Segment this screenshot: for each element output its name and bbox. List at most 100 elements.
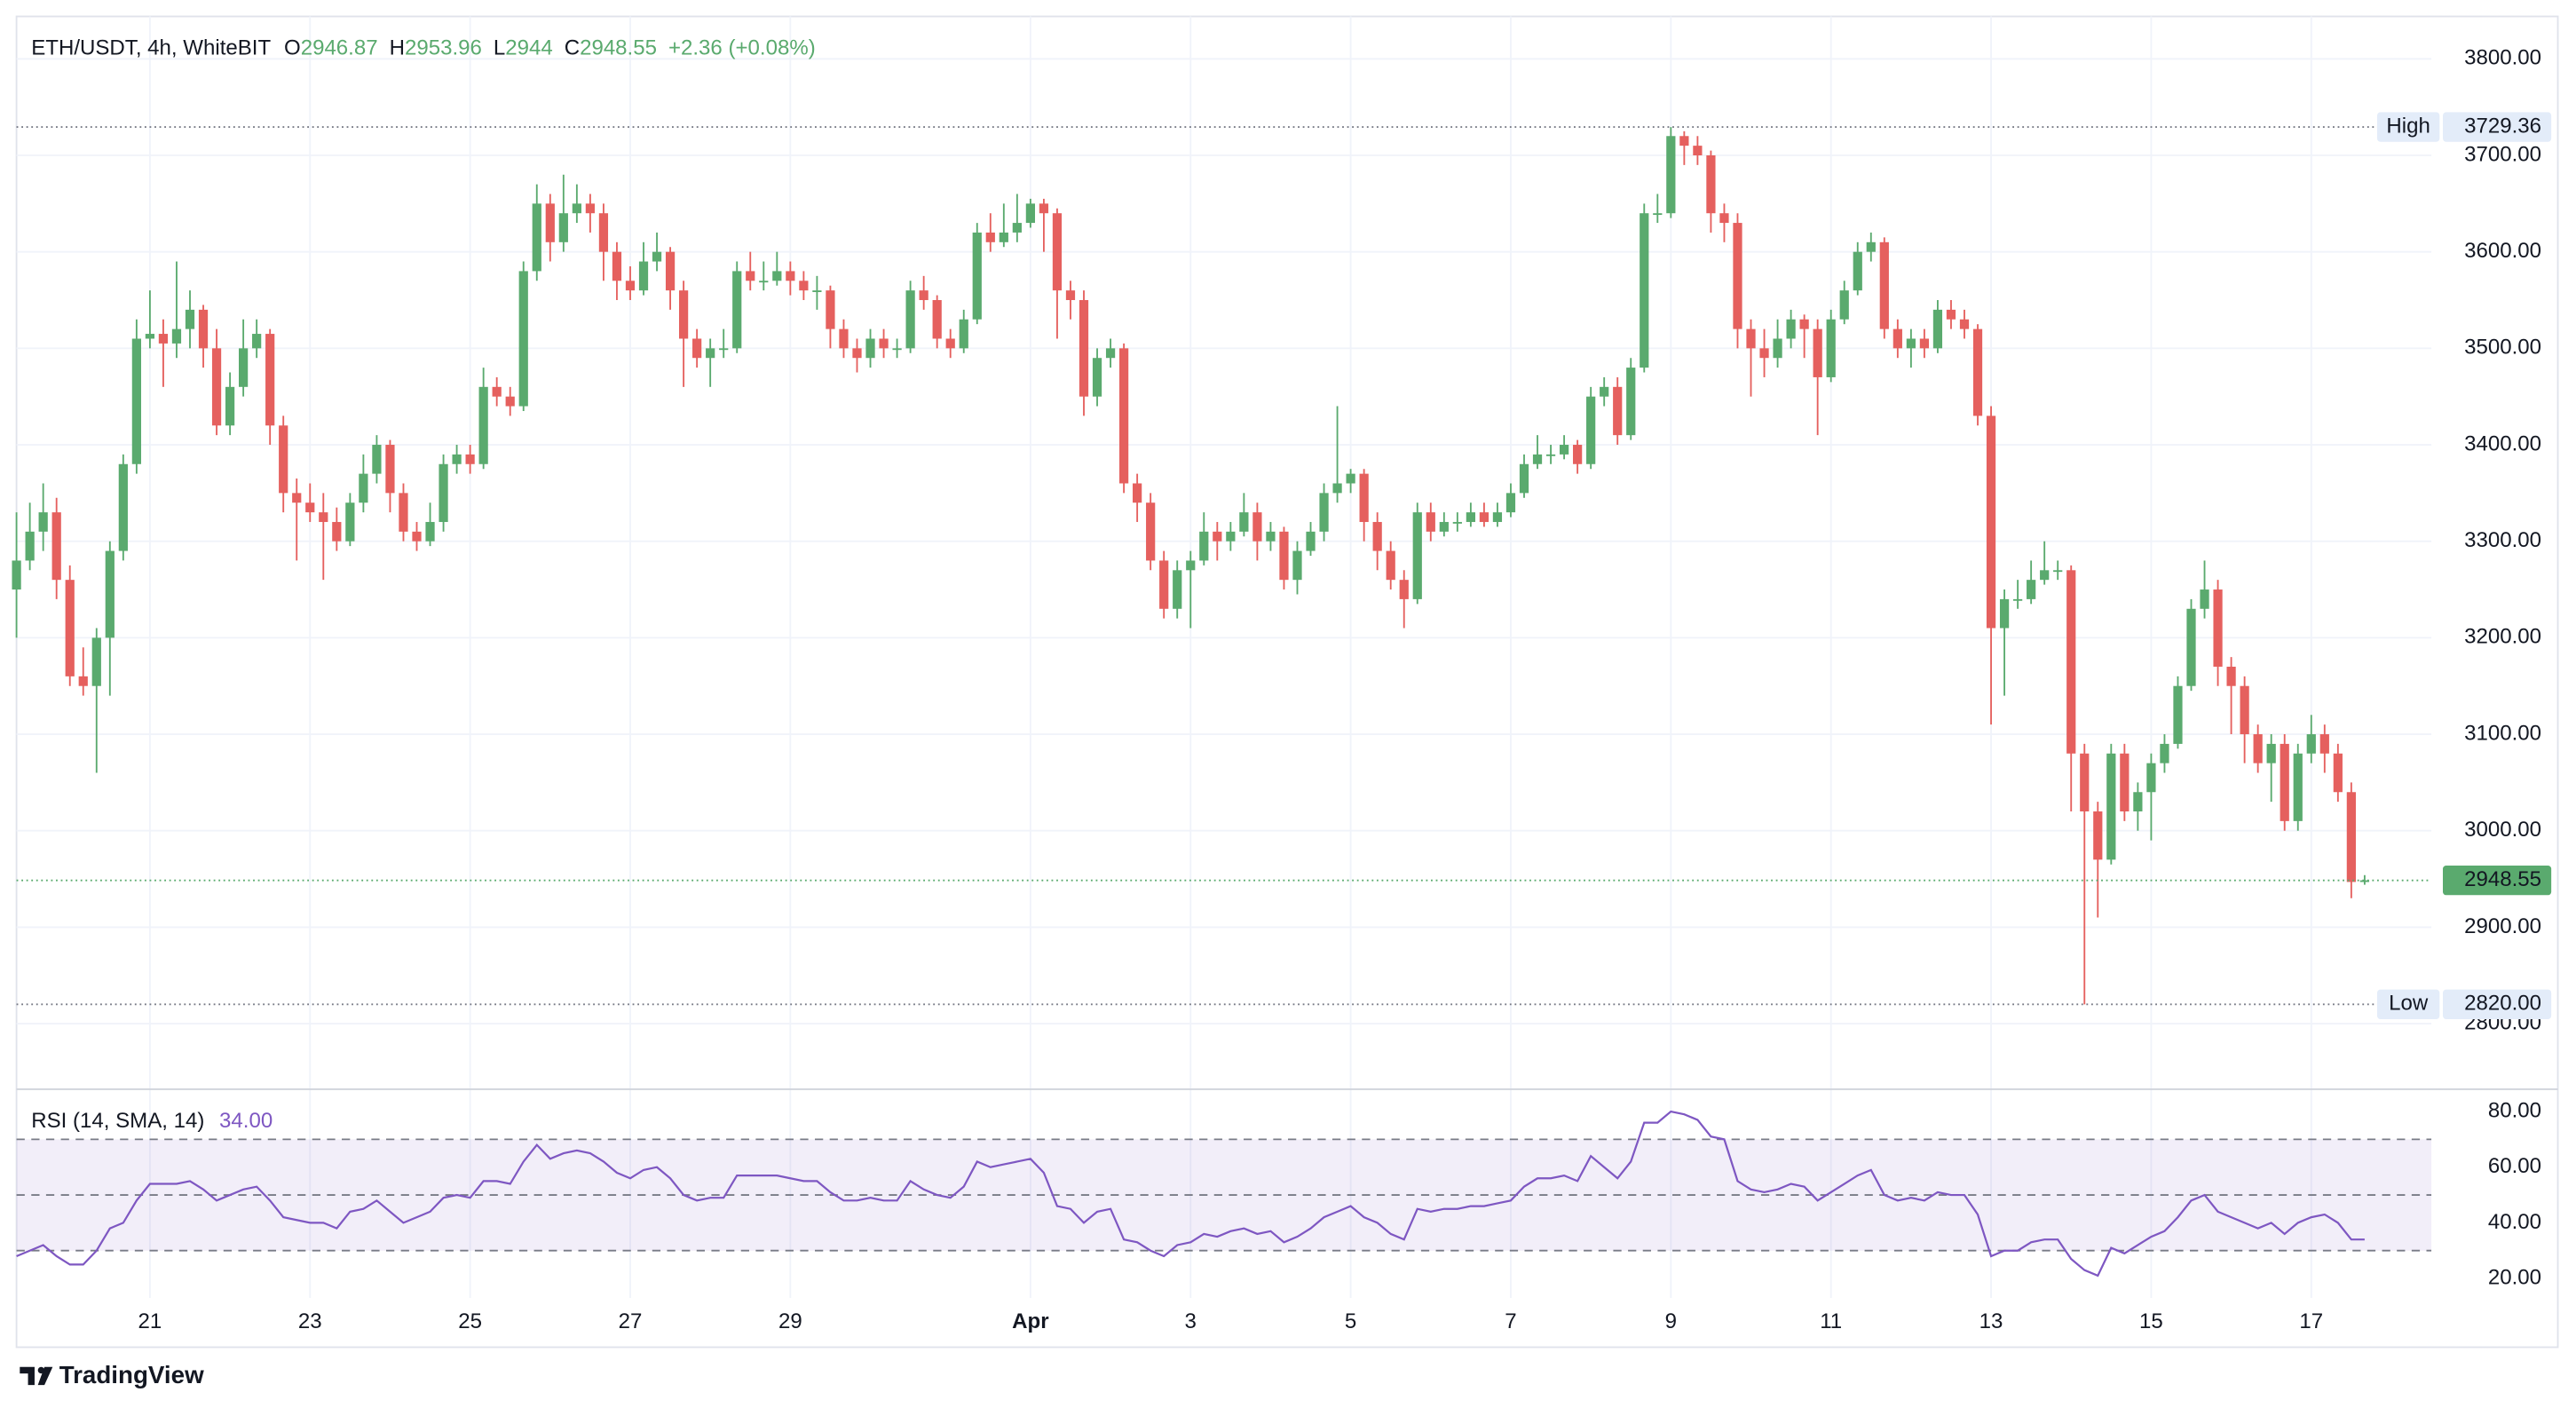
symbol-title: ETH/USDT, 4h, WhiteBIT [31, 36, 271, 60]
candle-body [1919, 338, 1930, 349]
candle-body [1466, 512, 1475, 522]
candle-body [1012, 223, 1022, 233]
low-label: L [494, 36, 505, 60]
candle-body [2333, 753, 2343, 793]
candle-body [425, 521, 435, 542]
rsi-line [16, 1110, 2365, 1277]
candle-body [1319, 493, 1329, 532]
close-label: C [565, 36, 580, 60]
candle-body [1025, 203, 1035, 224]
y-tick-label: 3300.00 [2464, 528, 2541, 552]
y-tick-label: 3200.00 [2464, 625, 2541, 649]
candle-body [1252, 512, 1262, 542]
candle-body [2066, 570, 2076, 754]
candle-body [359, 473, 368, 503]
candle-body [1999, 598, 2010, 629]
x-tick-label: 13 [1979, 1309, 2003, 1333]
candle-body [1065, 290, 1076, 301]
candle-body [1213, 531, 1222, 542]
candle-body [692, 338, 702, 359]
candle-body [932, 300, 942, 339]
candle-body [185, 309, 195, 329]
candle-body [1666, 136, 1676, 214]
candle-body [239, 348, 249, 387]
candle-body [732, 271, 742, 349]
candle-body [2146, 763, 2156, 793]
candle-body [1452, 521, 1462, 524]
y-tick-label: 3000.00 [2464, 818, 2541, 842]
candle-body [1959, 319, 1970, 329]
x-tick-label: 15 [2139, 1309, 2163, 1333]
y-tick-label: 3500.00 [2464, 336, 2541, 360]
candle-body [545, 203, 555, 242]
plot: High 3729.36 Low 2820.00 2948.55 [12, 112, 2552, 1277]
candle-body [719, 348, 729, 351]
candle-body [665, 251, 676, 291]
candle-body [1372, 521, 1382, 551]
rsi-tick-label: 80.00 [2488, 1098, 2541, 1122]
candle-body [2319, 734, 2329, 754]
candle-body [1559, 445, 1569, 455]
candle-body [612, 251, 622, 281]
candle-body [1079, 300, 1089, 397]
candle-body [1359, 473, 1369, 522]
rsi-tick-label: 40.00 [2488, 1210, 2541, 1234]
candle-body [1186, 560, 1196, 571]
price-line-name-box [2376, 989, 2440, 1019]
candle-body [1346, 473, 1355, 484]
candle-body [412, 531, 422, 542]
candle-body [12, 560, 21, 590]
candle-body [1759, 348, 1769, 359]
candle-body [1932, 309, 1943, 349]
candle-body [1439, 521, 1449, 532]
candle-body [65, 580, 75, 676]
candle-body [786, 271, 795, 281]
candle-body [1813, 328, 1822, 377]
price-line-value: 2820.00 [2464, 992, 2541, 1016]
candle-body [1613, 386, 1623, 436]
candle-body [1746, 328, 1756, 349]
candle-body [1773, 338, 1782, 359]
candle-body [799, 281, 809, 291]
candle-body [2226, 666, 2236, 686]
x-tick-label: 17 [2299, 1309, 2323, 1333]
candle-body [145, 334, 155, 339]
candle-body [2359, 880, 2370, 882]
candle-body [2040, 570, 2050, 581]
candle-body [1118, 348, 1129, 484]
watermark: TradingView [20, 1361, 204, 1388]
current-price-label: 2948.55 [2464, 867, 2541, 891]
current-price-box [2443, 865, 2552, 896]
chart-frame [15, 15, 2559, 1349]
candle-body [2293, 753, 2303, 821]
candle-body [2053, 570, 2063, 573]
candle-body [1866, 241, 1876, 252]
candle-body [985, 232, 995, 242]
high-label: H [390, 36, 405, 60]
x-tick-label: 23 [298, 1309, 322, 1333]
candle-body [225, 386, 235, 426]
candle-body [2160, 743, 2169, 763]
candle-body [746, 271, 755, 281]
rsi-value: 34.00 [219, 1109, 273, 1133]
candle-body [1679, 136, 1689, 146]
logo-icon [20, 1366, 53, 1386]
candle-body [279, 425, 288, 494]
candle-body [1786, 319, 1796, 339]
candle-body [292, 493, 302, 503]
x-tick-label: Apr [1012, 1309, 1048, 1333]
candle-body [1626, 368, 1636, 436]
candle-body [1826, 319, 1836, 377]
y-tick-label: 3400.00 [2464, 431, 2541, 455]
price-line-name: Low [2389, 992, 2429, 1016]
candle-body [839, 328, 849, 349]
candle-body [706, 348, 715, 359]
candle-body [1519, 463, 1529, 494]
candle-body [1412, 512, 1422, 599]
candle-body [1426, 512, 1435, 532]
close-value: 2948.55 [580, 36, 657, 60]
candle-body [558, 213, 568, 242]
